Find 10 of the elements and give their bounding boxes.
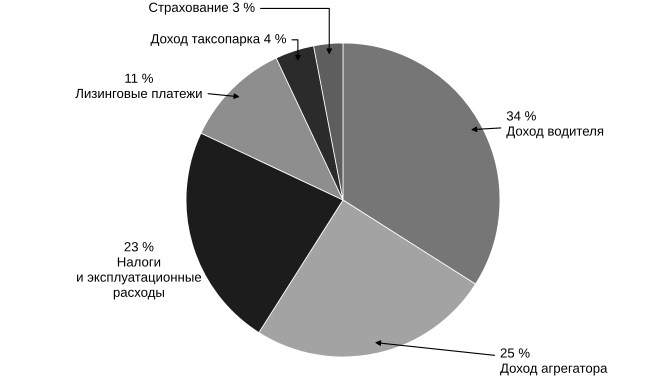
slice-label: Доход таксопарка 4 % [150,34,286,46]
data-label: 25 % [500,348,530,358]
slice-label: Лизинговые платежи [75,88,202,98]
slice-label: Доход водителя [506,126,604,138]
slice-label: Доход агрегатора [500,364,608,376]
data-label: 34 % [506,111,536,121]
slice-label: Страхование 3 % [149,2,255,15]
data-label: 23 % [124,242,154,252]
data-label: 11 % [125,74,153,83]
slice-label: Налоги и эксплуатационные расходы [77,257,202,300]
